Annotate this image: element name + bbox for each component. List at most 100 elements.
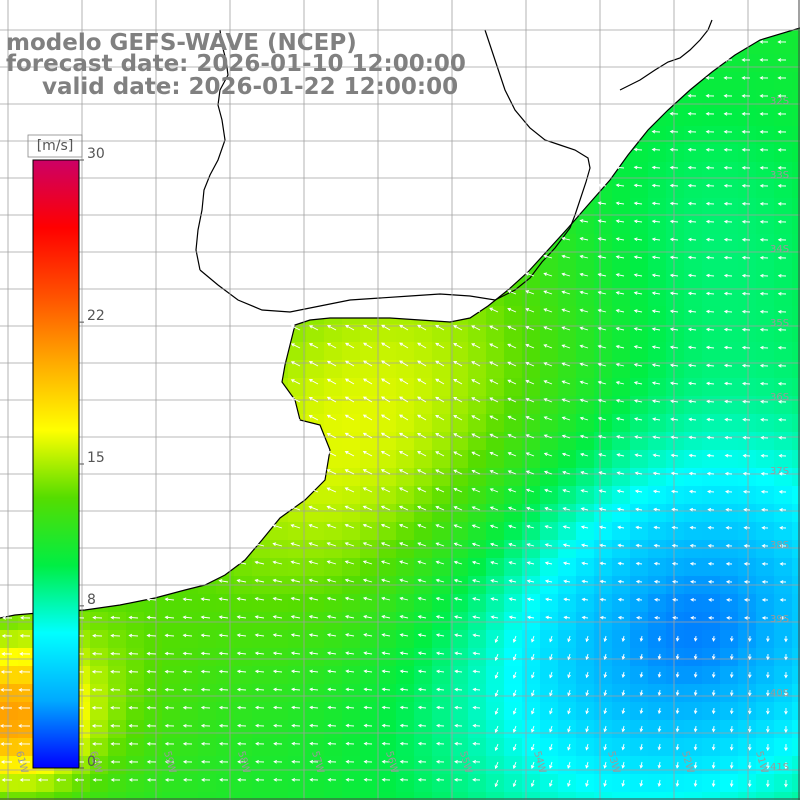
field-cell — [270, 720, 289, 739]
field-cell — [756, 252, 775, 271]
field-cell — [558, 702, 577, 721]
field-cell — [414, 504, 433, 523]
field-cell — [396, 702, 415, 721]
field-cell — [0, 792, 19, 800]
field-cell — [540, 630, 559, 649]
field-cell — [306, 792, 325, 800]
field-cell — [126, 666, 145, 685]
field-cell — [756, 666, 775, 685]
field-cell — [540, 432, 559, 451]
field-cell — [756, 324, 775, 343]
field-cell — [774, 270, 793, 289]
wind-arrow — [741, 201, 751, 206]
field-cell — [432, 396, 451, 415]
field-cell — [720, 648, 739, 667]
field-cell — [396, 792, 415, 800]
colorbar-tick-label: 8 — [87, 592, 96, 608]
field-cell — [522, 558, 541, 577]
wind-arrow — [633, 165, 643, 170]
field-cell — [648, 540, 667, 559]
field-cell — [360, 378, 379, 397]
field-cell — [684, 270, 703, 289]
field-cell — [702, 198, 721, 217]
field-cell — [648, 774, 667, 793]
field-cell — [270, 666, 289, 685]
field-cell — [180, 666, 199, 685]
field-cell — [90, 648, 109, 667]
field-cell — [576, 684, 595, 703]
wind-arrow — [615, 255, 625, 259]
field-cell — [792, 270, 800, 289]
field-cell — [756, 522, 775, 541]
field-cell — [684, 414, 703, 433]
field-cell — [648, 630, 667, 649]
field-cell — [558, 252, 577, 271]
field-cell — [684, 504, 703, 523]
field-cell — [720, 306, 739, 325]
wind-arrow — [669, 237, 679, 242]
field-cell — [522, 432, 541, 451]
field-cell — [360, 648, 379, 667]
field-cell — [666, 468, 685, 487]
field-cell — [612, 684, 631, 703]
field-cell — [666, 198, 685, 217]
wind-arrow — [759, 130, 769, 134]
field-cell — [738, 504, 757, 523]
field-cell — [666, 648, 685, 667]
field-cell — [756, 630, 775, 649]
field-cell — [360, 792, 379, 800]
field-cell — [684, 774, 703, 793]
field-cell — [450, 432, 469, 451]
field-cell — [792, 450, 800, 469]
field-cell — [720, 414, 739, 433]
field-cell — [684, 684, 703, 703]
field-cell — [0, 630, 19, 649]
field-cell — [252, 738, 271, 757]
wind-arrow — [687, 219, 697, 224]
field-cell — [342, 522, 361, 541]
field-cell — [756, 306, 775, 325]
field-cell — [306, 396, 325, 415]
field-cell — [432, 432, 451, 451]
field-cell — [666, 252, 685, 271]
field-cell — [108, 738, 127, 757]
wind-arrow — [669, 147, 679, 152]
field-cell — [450, 702, 469, 721]
field-cell — [378, 450, 397, 469]
field-cell — [486, 522, 505, 541]
field-cell — [774, 648, 793, 667]
wind-arrow — [741, 148, 751, 152]
field-cell — [360, 612, 379, 631]
field-cell — [144, 648, 163, 667]
field-cell — [342, 450, 361, 469]
field-cell — [522, 486, 541, 505]
field-cell — [414, 648, 433, 667]
field-cell — [630, 738, 649, 757]
field-cell — [324, 360, 343, 379]
field-cell — [720, 288, 739, 307]
field-cell — [774, 162, 793, 181]
field-cell — [702, 234, 721, 253]
field-cell — [162, 792, 181, 800]
field-cell — [270, 648, 289, 667]
wind-arrow — [741, 219, 751, 224]
wind-arrow — [651, 165, 661, 170]
wind-arrow — [597, 237, 607, 241]
field-cell — [738, 270, 757, 289]
field-cell — [360, 468, 379, 487]
field-cell — [594, 792, 613, 800]
field-cell — [684, 378, 703, 397]
field-cell — [702, 450, 721, 469]
field-cell — [540, 702, 559, 721]
field-cell — [630, 198, 649, 217]
field-cell — [720, 198, 739, 217]
field-cell — [36, 774, 55, 793]
field-cell — [792, 414, 800, 433]
field-cell — [630, 522, 649, 541]
field-cell — [216, 630, 235, 649]
field-cell — [666, 684, 685, 703]
field-cell — [612, 612, 631, 631]
field-cell — [252, 648, 271, 667]
field-cell — [720, 486, 739, 505]
wind-arrow — [687, 129, 697, 134]
